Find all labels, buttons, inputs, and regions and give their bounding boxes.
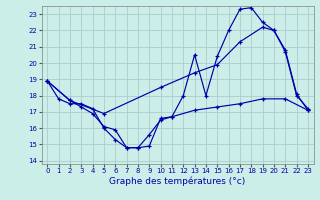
X-axis label: Graphe des températures (°c): Graphe des températures (°c)	[109, 177, 246, 186]
